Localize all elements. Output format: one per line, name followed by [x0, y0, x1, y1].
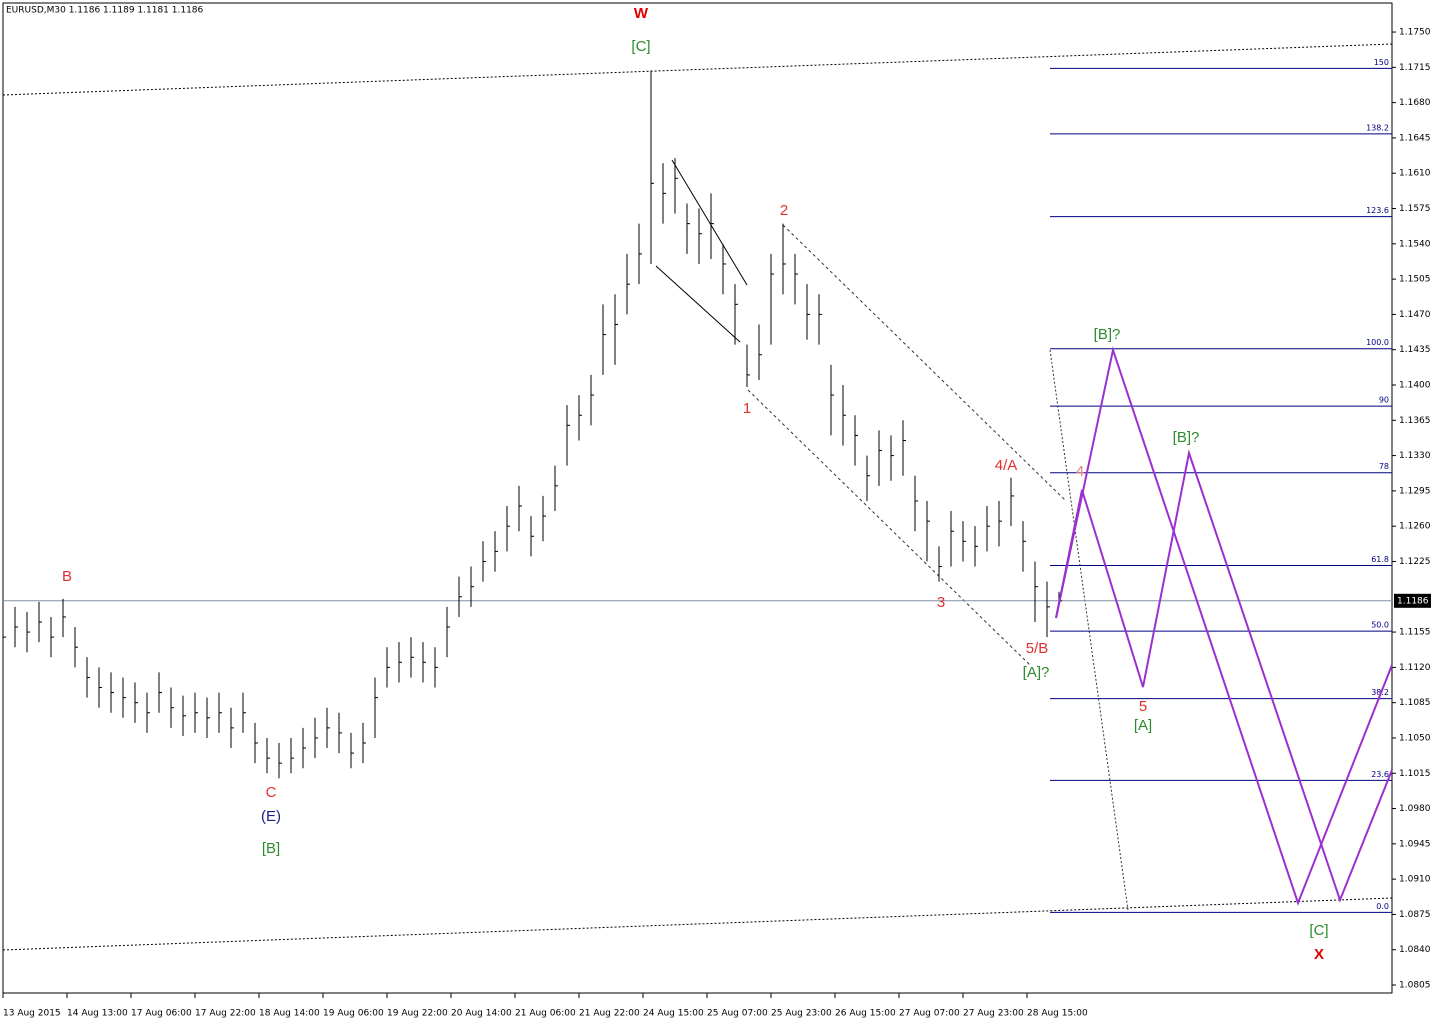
- y-tick-label: 1.1050: [1399, 733, 1431, 743]
- last-price-box: [1394, 593, 1431, 608]
- x-tick-label: 26 Aug 15:00: [835, 1009, 896, 1019]
- wave-channel-bottom: [747, 389, 1031, 666]
- wave-label: C: [266, 784, 277, 801]
- channel-bottom: [2, 897, 1393, 951]
- y-tick-label: 1.1505: [1399, 275, 1431, 285]
- x-tick-label: 19 Aug 22:00: [387, 1009, 448, 1019]
- y-tick-label: 1.1575: [1399, 204, 1431, 214]
- projection-path: [1055, 449, 1393, 903]
- x-tick-label: 17 Aug 06:00: [131, 1009, 192, 1019]
- x-tick-label: 25 Aug 23:00: [771, 1009, 832, 1019]
- y-tick-label: 1.1365: [1399, 416, 1431, 426]
- y-tick-label: 1.1260: [1399, 522, 1431, 532]
- y-tick-label: 1.1295: [1399, 486, 1431, 496]
- wave-label: 5/B: [1026, 640, 1049, 657]
- x-tick-label: 27 Aug 07:00: [899, 1009, 960, 1019]
- y-tick-label: 1.1750: [1399, 28, 1431, 38]
- x-tick-label: 21 Aug 06:00: [515, 1009, 576, 1019]
- x-tick-label: 14 Aug 13:00: [67, 1009, 128, 1019]
- wave-label: [C]: [631, 38, 650, 55]
- y-tick-label: 1.1085: [1399, 698, 1431, 708]
- wave-label: [B]?: [1173, 429, 1200, 446]
- y-tick-label: 1.0910: [1399, 875, 1431, 885]
- trend-lines: [2, 43, 1393, 951]
- y-tick-label: 1.1715: [1399, 63, 1431, 73]
- x-tick-label: 20 Aug 14:00: [451, 1009, 512, 1019]
- fib-label: 100.0: [1366, 338, 1389, 347]
- wave-label: X: [1314, 946, 1324, 963]
- wave-label: [B]?: [1094, 326, 1121, 343]
- x-tick-label: 25 Aug 07:00: [707, 1009, 768, 1019]
- y-tick-label: 1.1540: [1399, 239, 1431, 249]
- wave-label: [A]?: [1023, 664, 1050, 681]
- y-tick-label: 1.1610: [1399, 169, 1431, 179]
- wave-label: 1: [743, 400, 751, 417]
- x-tick-label: 27 Aug 23:00: [963, 1009, 1024, 1019]
- projection-path: [1055, 346, 1393, 906]
- fib-label: 0.0: [1376, 902, 1389, 911]
- y-tick-label: 1.1680: [1399, 98, 1431, 108]
- x-tick-label: 18 Aug 14:00: [259, 1009, 320, 1019]
- x-tick-label: 13 Aug 2015: [3, 1009, 61, 1019]
- fib-label: 50.0: [1371, 621, 1389, 630]
- wave-label: (E): [261, 808, 281, 825]
- y-tick-label: 1.1435: [1399, 345, 1431, 355]
- wave-label: 5: [1139, 698, 1147, 715]
- y-tick-label: 1.0840: [1399, 945, 1431, 955]
- fib-label: 23.6: [1371, 770, 1389, 779]
- wave-label: [B]: [262, 840, 280, 857]
- wave-label: 2: [780, 202, 788, 219]
- wave-label: 4/A: [995, 457, 1018, 474]
- y-tick-label: 1.0875: [1399, 910, 1431, 920]
- fib-label: 138.2: [1366, 123, 1389, 132]
- wave-channel-top: [782, 224, 1066, 501]
- fib-label: 61.8: [1371, 555, 1389, 564]
- x-tick-label: 17 Aug 22:00: [195, 1009, 256, 1019]
- y-tick-label: 1.1470: [1399, 310, 1431, 320]
- fib-base-line: [1049, 349, 1129, 911]
- wedge-bottom: [655, 265, 741, 343]
- y-tick-label: 1.1400: [1399, 380, 1431, 390]
- wave-label: 3: [937, 594, 945, 611]
- y-tick-label: 1.1155: [1399, 628, 1431, 638]
- x-tick-label: 28 Aug 15:00: [1027, 1009, 1088, 1019]
- wedge-top: [671, 159, 748, 286]
- fib-label: 90: [1379, 396, 1389, 405]
- y-tick-label: 1.1330: [1399, 451, 1431, 461]
- x-tick-label: 24 Aug 15:00: [643, 1009, 704, 1019]
- x-tick-label: 19 Aug 06:00: [323, 1009, 384, 1019]
- wave-label: [A]: [1134, 717, 1152, 734]
- y-tick-label: 1.0805: [1399, 981, 1431, 991]
- y-tick-label: 1.1645: [1399, 133, 1431, 143]
- fib-label: 123.6: [1366, 206, 1389, 215]
- wave-label: 4: [1076, 463, 1084, 480]
- last-price-label: 1.1186: [1397, 596, 1429, 606]
- y-tick-label: 1.0980: [1399, 804, 1431, 814]
- x-tick-label: 21 Aug 22:00: [579, 1009, 640, 1019]
- y-tick-label: 1.1225: [1399, 557, 1431, 567]
- y-tick-label: 1.1015: [1399, 769, 1431, 779]
- wave-label: B: [62, 568, 72, 585]
- fib-label: 150: [1374, 58, 1389, 67]
- plot-frame: [2, 2, 1393, 994]
- y-tick-label: 1.0945: [1399, 839, 1431, 849]
- y-tick-label: 1.1120: [1399, 663, 1431, 673]
- wave-label: W: [634, 5, 649, 22]
- channel-top: [2, 43, 1393, 96]
- chart-header: EURUSD,M30 1.1186 1.1189 1.1181 1.1186: [6, 6, 204, 16]
- fib-label: 78: [1379, 462, 1389, 471]
- wave-label: [C]: [1309, 922, 1328, 939]
